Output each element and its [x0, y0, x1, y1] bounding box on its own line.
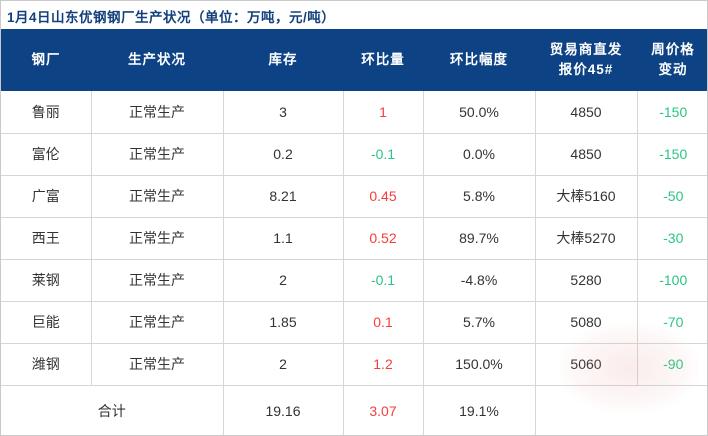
mom-value: 1.2 [373, 356, 393, 372]
mom-value: -0.1 [370, 272, 396, 288]
table-row: 西王 正常生产 1.1 0.52 89.7% 大棒5270 -30 [1, 217, 707, 260]
cell-mom: 1 [342, 91, 424, 134]
week-change-value: -100 [659, 272, 688, 288]
cell-status: 正常生产 [90, 301, 224, 344]
cell-status: 正常生产 [90, 91, 224, 134]
cell-mom-pct: 5.8% [422, 175, 536, 218]
cell-status: 正常生产 [90, 175, 224, 218]
cell-mom: 0.52 [342, 217, 424, 260]
header-status: 生产状况 [91, 29, 223, 91]
total-mom: 3.07 [342, 384, 424, 435]
table-row: 鲁丽 正常生产 3 1 50.0% 4850 -150 [1, 91, 707, 134]
header-inventory: 库存 [223, 29, 343, 91]
cell-week-change: -30 [636, 217, 707, 260]
total-row: 合计 19.16 3.07 19.1% [1, 384, 707, 435]
total-blank-cell [534, 384, 707, 435]
cell-status: 正常生产 [90, 259, 224, 302]
cell-mill: 富伦 [1, 133, 92, 176]
mom-value: 1 [379, 103, 387, 120]
total-inventory: 19.16 [222, 384, 344, 435]
cell-mill: 鲁丽 [1, 91, 92, 134]
header-mill: 钢厂 [1, 29, 91, 91]
cell-week-change: -100 [636, 259, 707, 302]
cell-inventory: 8.21 [222, 175, 344, 218]
table-row: 莱钢 正常生产 2 -0.1 -4.8% 5280 -100 [1, 259, 707, 302]
cell-status: 正常生产 [90, 343, 224, 386]
week-change-value: -30 [663, 230, 684, 246]
cell-mill: 巨能 [1, 301, 92, 344]
cell-quote: 5060 [534, 343, 638, 386]
cell-mom-pct: 150.0% [422, 343, 536, 386]
header-mom: 环比量 [343, 29, 423, 91]
cell-week-change: -150 [636, 91, 707, 134]
cell-mom-pct: 50.0% [422, 91, 536, 134]
cell-inventory: 2 [222, 259, 344, 302]
cell-mom: 0.45 [342, 175, 424, 218]
table-row: 潍钢 正常生产 2 1.2 150.0% 5060 -90 [1, 343, 707, 386]
header-quote: 贸易商直发 报价45# [535, 29, 637, 91]
cell-mom-pct: 0.0% [422, 133, 536, 176]
cell-mom: 1.2 [342, 343, 424, 386]
week-change-value: -70 [663, 314, 684, 330]
table-row: 巨能 正常生产 1.85 0.1 5.7% 5080 -70 [1, 301, 707, 344]
total-label: 合计 [1, 384, 224, 435]
cell-inventory: 0.2 [222, 133, 344, 176]
page-title: 1月4日山东优钢钢厂生产状况（单位：万吨，元/吨） [7, 10, 336, 25]
cell-week-change: -90 [636, 343, 707, 386]
cell-mill: 莱钢 [1, 259, 92, 302]
total-mom-value: 3.07 [369, 403, 397, 419]
title-bar: 1月4日山东优钢钢厂生产状况（单位：万吨，元/吨） [1, 1, 707, 29]
cell-quote: 4850 [534, 91, 638, 134]
cell-mill: 潍钢 [1, 343, 92, 386]
cell-quote: 5280 [534, 259, 638, 302]
cell-quote: 大棒5270 [534, 217, 638, 260]
mom-value: 0.45 [369, 188, 397, 204]
week-change-value: -150 [659, 103, 688, 120]
week-change-value: -150 [659, 146, 688, 162]
header-mom-pct: 环比幅度 [423, 29, 535, 91]
table-row: 富伦 正常生产 0.2 -0.1 0.0% 4850 -150 [1, 133, 707, 176]
cell-quote: 4850 [534, 133, 638, 176]
production-table: 钢厂 生产状况 库存 环比量 环比幅度 贸易商直发 报价45# 周价格 变动 鲁… [1, 29, 707, 435]
mom-value: -0.1 [370, 146, 396, 162]
week-change-value: -50 [663, 188, 684, 204]
total-mom-pct: 19.1% [422, 384, 536, 435]
cell-inventory: 2 [222, 343, 344, 386]
cell-mom: 0.1 [342, 301, 424, 344]
cell-status: 正常生产 [90, 133, 224, 176]
mom-value: 0.1 [373, 314, 393, 330]
table-header-row: 钢厂 生产状况 库存 环比量 环比幅度 贸易商直发 报价45# 周价格 变动 [1, 29, 707, 91]
table-row: 广富 正常生产 8.21 0.45 5.8% 大棒5160 -50 [1, 175, 707, 218]
cell-week-change: -150 [636, 133, 707, 176]
cell-week-change: -70 [636, 301, 707, 344]
cell-mom-pct: 5.7% [422, 301, 536, 344]
cell-quote: 大棒5160 [534, 175, 638, 218]
header-week-change: 周价格 变动 [637, 29, 707, 91]
cell-mom-pct: 89.7% [422, 217, 536, 260]
cell-quote: 5080 [534, 301, 638, 344]
cell-mill: 西王 [1, 217, 92, 260]
mom-value: 0.52 [369, 230, 397, 246]
cell-week-change: -50 [636, 175, 707, 218]
cell-inventory: 1.85 [222, 301, 344, 344]
cell-inventory: 3 [222, 91, 344, 134]
cell-mom-pct: -4.8% [422, 259, 536, 302]
week-change-value: -90 [663, 356, 684, 372]
cell-status: 正常生产 [90, 217, 224, 260]
cell-mom: -0.1 [342, 133, 424, 176]
cell-mill: 广富 [1, 175, 92, 218]
cell-mom: -0.1 [342, 259, 424, 302]
cell-inventory: 1.1 [222, 217, 344, 260]
